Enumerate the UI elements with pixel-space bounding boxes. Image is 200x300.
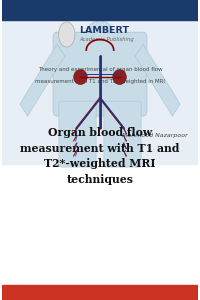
- FancyBboxPatch shape: [59, 101, 96, 167]
- Circle shape: [59, 22, 75, 47]
- Text: Academic Publishing: Academic Publishing: [79, 38, 134, 42]
- Bar: [2, 164, 198, 300]
- Ellipse shape: [87, 21, 113, 44]
- FancyBboxPatch shape: [104, 101, 141, 167]
- Text: LAP: LAP: [63, 32, 71, 37]
- Text: measurement with T1 and T2*-weighted in MRI: measurement with T1 and T2*-weighted in …: [35, 80, 165, 85]
- Polygon shape: [135, 44, 180, 116]
- Bar: [2, 0, 198, 20]
- Text: Organ blood flow: Organ blood flow: [48, 127, 152, 138]
- Ellipse shape: [74, 70, 87, 85]
- Text: T2*-weighted MRI: T2*-weighted MRI: [44, 158, 156, 169]
- Polygon shape: [20, 44, 65, 116]
- Bar: [91, 34, 109, 46]
- Text: Mahmood Nazarpoor: Mahmood Nazarpoor: [122, 134, 188, 139]
- FancyBboxPatch shape: [53, 32, 147, 116]
- Text: techniques: techniques: [66, 174, 134, 185]
- Bar: [2, 285, 198, 300]
- Text: Theory and experimental of organ blood flow: Theory and experimental of organ blood f…: [38, 68, 162, 73]
- Ellipse shape: [113, 70, 126, 85]
- Text: measurement with T1 and: measurement with T1 and: [20, 142, 180, 154]
- Bar: [2, 20, 198, 164]
- Text: LAMBERT: LAMBERT: [79, 26, 129, 35]
